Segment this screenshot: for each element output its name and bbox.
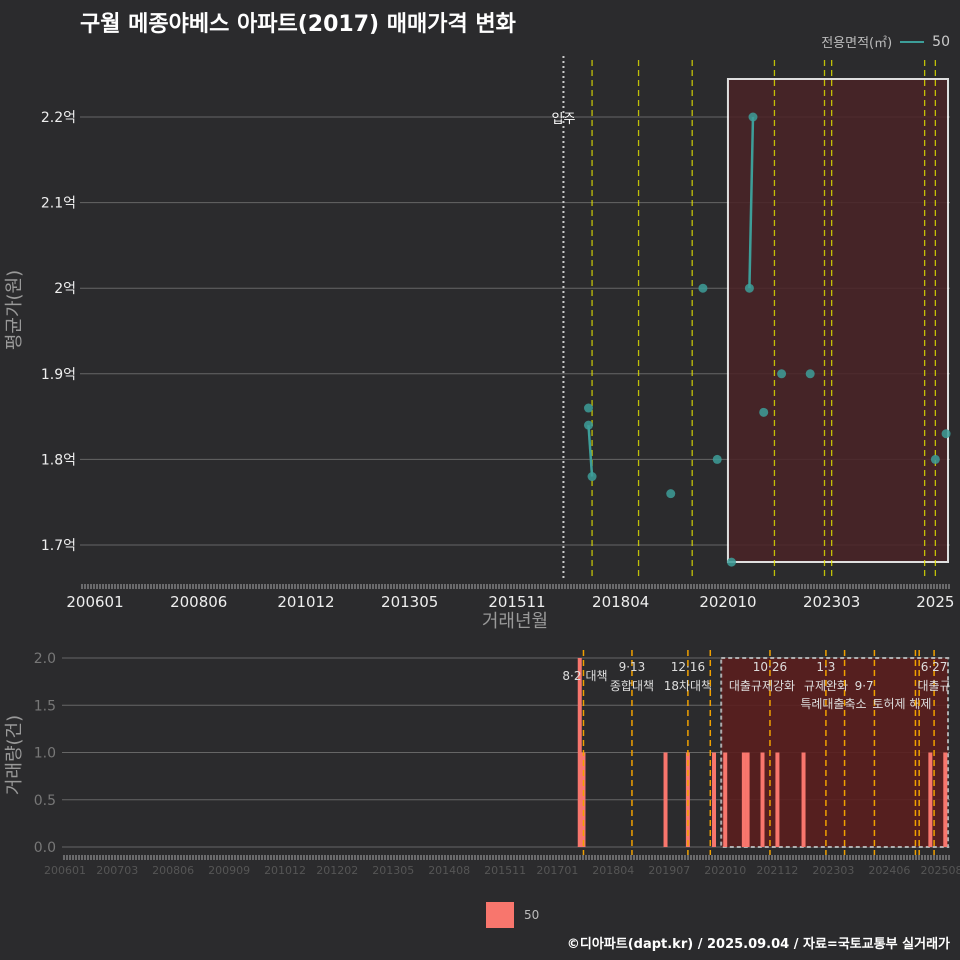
policy-date-label: 9·13 <box>619 660 646 674</box>
legend-line-swatch <box>900 40 925 43</box>
price-point <box>777 369 787 379</box>
y-tick-label: 1.0 <box>34 746 56 762</box>
x-tick-label: 202010 <box>699 593 756 611</box>
price-line <box>748 116 755 289</box>
x-tick-label: 200601 <box>44 864 86 877</box>
price-line <box>587 425 594 477</box>
x-tick-label: 200806 <box>152 864 194 877</box>
y-tick-label: 0.0 <box>34 840 56 856</box>
chart-title: 구월 메종야베스 아파트(2017) 매매가격 변화 <box>80 12 516 37</box>
x-tick-label: 201907 <box>648 864 690 877</box>
x-tick-label: 202010 <box>704 864 746 877</box>
policy-date-label: 6·27 <box>921 660 948 674</box>
x-tick-label: 202508 <box>921 864 960 877</box>
policy-date-label: 1·3 <box>816 660 835 674</box>
policy-name-label: 대출규제강화 <box>729 679 795 693</box>
volume-bar <box>801 752 806 847</box>
price-point <box>759 407 769 417</box>
y-tick-label: 2억 <box>54 281 76 297</box>
x-tick-label: 201511 <box>488 593 545 611</box>
volume-bar <box>712 752 717 847</box>
y-axis-title: 평균가(원) <box>4 270 25 350</box>
x-tick-label: 200806 <box>170 593 227 611</box>
y-tick-label: 2.2억 <box>41 110 76 126</box>
policy-date-label: 9·7 <box>855 679 874 693</box>
footer-credit: ©디아파트(dapt.kr) / 2025.09.04 / 자료=국토교통부 실… <box>566 937 950 952</box>
shaded-period <box>720 657 950 848</box>
legend-top: 전용면적(㎡) 50 <box>821 32 950 52</box>
price-point <box>805 369 815 379</box>
price-point <box>666 489 676 499</box>
x-tick-label: 200601 <box>66 593 123 611</box>
x-tick-label: 202406 <box>868 864 910 877</box>
price-point <box>587 472 597 482</box>
x-tick-label: 201701 <box>536 864 578 877</box>
x-tick-label: 201305 <box>372 864 414 877</box>
price-point <box>930 454 940 464</box>
price-point <box>744 283 754 293</box>
policy-name-label: 규제완화 <box>804 679 848 693</box>
x-tick-label: 201804 <box>592 864 634 877</box>
volume-bar <box>685 752 690 847</box>
x-tick-label: 201202 <box>316 864 358 877</box>
x-tick-label: 202303 <box>812 864 854 877</box>
price-point <box>583 403 593 413</box>
x-tick-label: 200703 <box>96 864 138 877</box>
price-point <box>727 557 737 567</box>
volume-bar <box>723 752 728 847</box>
y-tick-label: 2.0 <box>34 651 56 667</box>
shaded-period <box>726 78 950 563</box>
y-tick-label: 1.9억 <box>41 367 76 383</box>
volume-bar <box>741 752 746 847</box>
volume-bar <box>760 752 765 847</box>
x-tick-label: 201511 <box>484 864 526 877</box>
policy-date-label: 8·2 <box>562 669 581 683</box>
x-tick-label: 200909 <box>208 864 250 877</box>
policy-name-label: 토허제 해제 <box>872 697 931 711</box>
volume-bar <box>577 658 582 847</box>
policy-name-label: 18차대책 <box>664 678 712 693</box>
policy-name-label: 대출규 <box>918 679 951 693</box>
volume-bar <box>775 752 780 847</box>
legend-label: 50 <box>932 33 950 50</box>
policy-name-label: 대책 <box>585 668 607 683</box>
x-tick-label: 2025 <box>916 593 954 611</box>
price-point <box>698 283 708 293</box>
x-tick-label: 202112 <box>756 864 798 877</box>
y-tick-label: 1.8억 <box>41 452 76 468</box>
x-tick-label: 202303 <box>803 593 860 611</box>
volume-bar <box>581 752 586 847</box>
volume-bar <box>663 752 668 847</box>
y-tick-label: 1.5 <box>34 698 56 714</box>
x-tick-label: 201408 <box>428 864 470 877</box>
volume-bar <box>928 752 933 847</box>
policy-date-label: 12·16 <box>671 660 705 674</box>
price-point <box>583 420 593 430</box>
legend-bar-label: 50 <box>524 908 540 922</box>
policy-date-label: 10·26 <box>753 660 787 674</box>
policy-name-label: 특례대출축소 <box>800 697 866 711</box>
x-tick-label: 201305 <box>381 593 438 611</box>
y-tick-label: 1.7억 <box>41 538 76 554</box>
x-tick-label: 201012 <box>277 593 334 611</box>
legend-bottom: 50 <box>486 902 539 928</box>
volume-bar <box>745 752 750 847</box>
move-in-label: 입주 <box>551 112 575 127</box>
price-point <box>748 112 758 122</box>
legend-bar-swatch <box>486 902 514 928</box>
volume-bar <box>943 752 948 847</box>
legend-title: 전용면적(㎡) <box>821 36 893 51</box>
y-axis-title: 거래량(건) <box>4 715 25 795</box>
x-tick-label: 201804 <box>592 593 649 611</box>
price-point <box>712 454 722 464</box>
y-tick-label: 0.5 <box>34 793 56 809</box>
price-point <box>941 429 951 439</box>
x-tick-label: 201012 <box>264 864 306 877</box>
y-tick-label: 2.1억 <box>41 196 76 212</box>
x-axis-title: 거래년월 <box>482 611 548 632</box>
policy-name-label: 종합대책 <box>610 678 654 693</box>
